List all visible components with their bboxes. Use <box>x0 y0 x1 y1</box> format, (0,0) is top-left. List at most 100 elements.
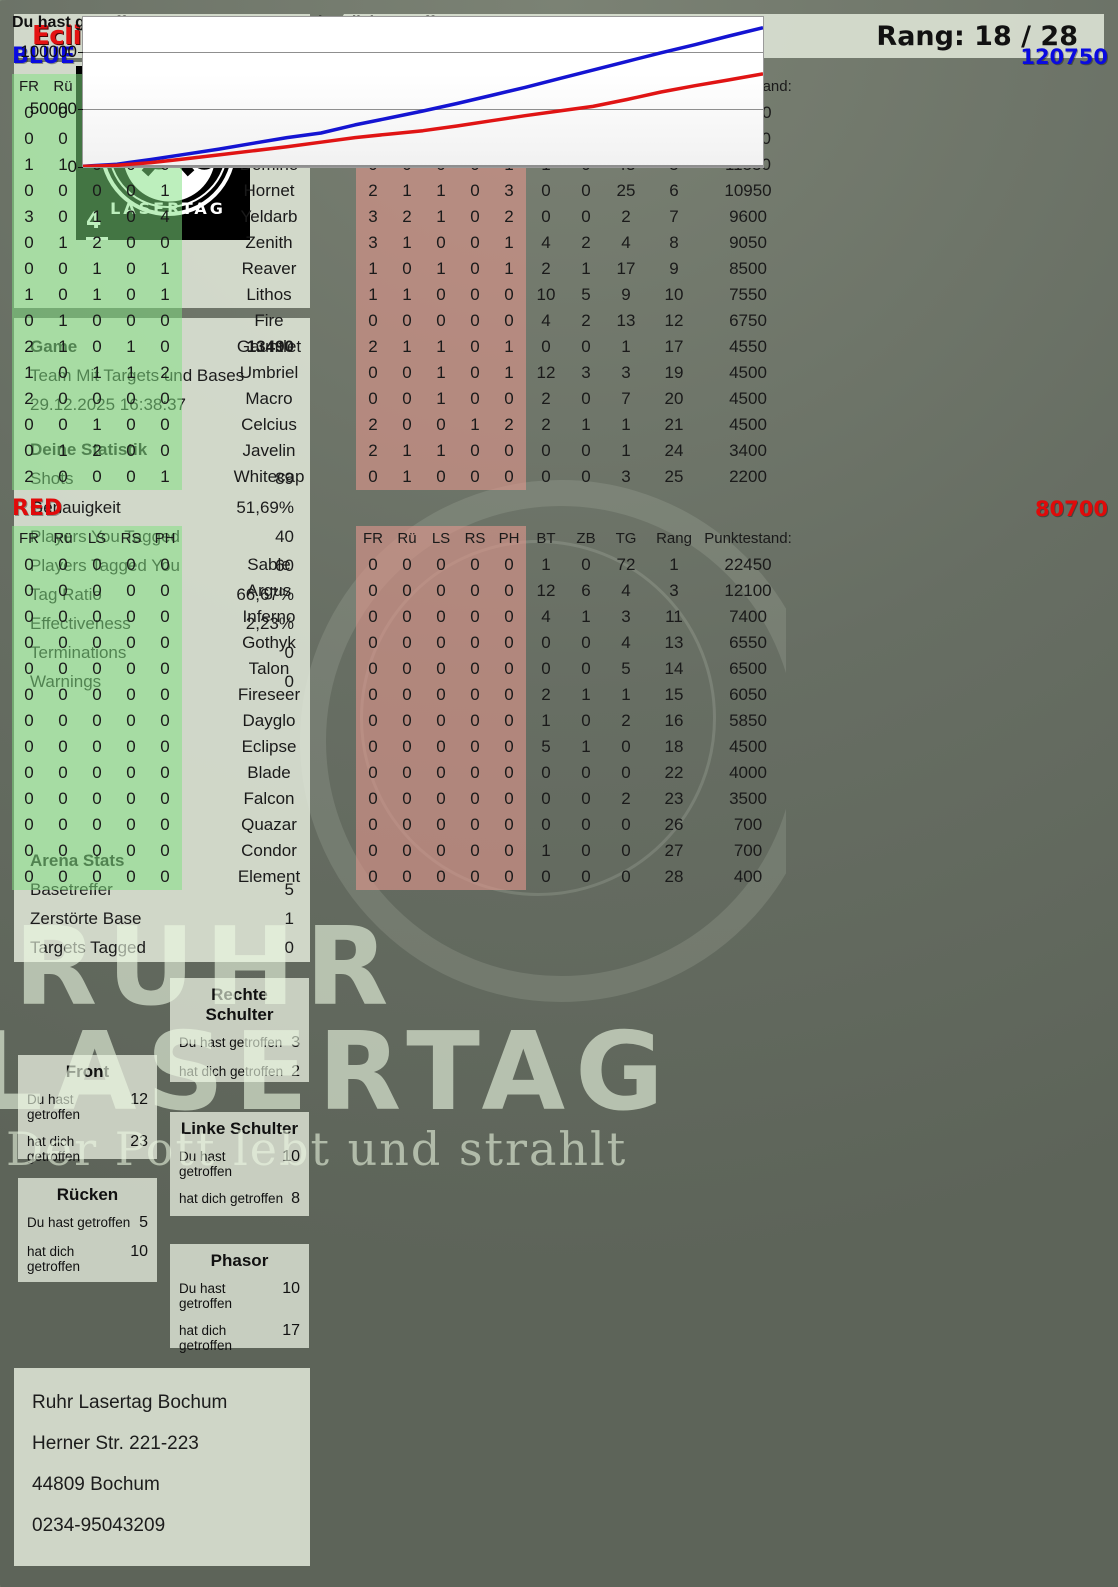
cell-hit-you: 2 <box>356 412 390 438</box>
cell-tg: 17 <box>616 259 636 278</box>
col-header: PH <box>148 526 182 552</box>
cell-zb: 0 <box>581 789 591 808</box>
cell-tg: 0 <box>621 867 631 886</box>
table-row: 2 0 0 0 0 Macro 0 0 1 0 0 2 0 7 20 4500 <box>12 386 798 412</box>
stat-row: Genauigkeit 51,69% <box>30 493 294 522</box>
cell-hit-you: 0 <box>458 282 492 308</box>
cell-hit-you: 0 <box>390 412 424 438</box>
cell-hit-you: 0 <box>458 708 492 734</box>
cell-you-hit: 0 <box>114 578 148 604</box>
table-row: 0 0 0 0 0 Eclipse 0 0 0 0 0 5 1 0 18 4500 <box>12 734 798 760</box>
cell-player-name: Lithos <box>246 285 292 304</box>
hitbox-front: Front Du hast getroffen 12 hat dich getroff… <box>18 1055 157 1164</box>
cell-hit-you: 0 <box>492 812 526 838</box>
cell-score: 400 <box>733 867 763 886</box>
cell-hit-you: 0 <box>424 552 458 578</box>
cell-you-hit: 0 <box>148 786 182 812</box>
cell-you-hit: 0 <box>148 656 182 682</box>
cell-hit-you: 0 <box>424 282 458 308</box>
col-header: FR <box>356 526 390 552</box>
cell-zb: 0 <box>581 711 591 730</box>
cell-zb: 2 <box>581 311 591 330</box>
cell-bt: 0 <box>541 467 551 486</box>
cell-player-name: Gothyk <box>242 633 296 652</box>
hitbox-line-label: Du hast getroffen <box>179 1281 233 1311</box>
cell-hit-you: 0 <box>492 578 526 604</box>
cell-rang: 7 <box>669 207 679 226</box>
cell-hit-you: 0 <box>492 734 526 760</box>
cell-you-hit: 3 <box>12 204 46 230</box>
cell-player-name: Element <box>237 867 301 886</box>
cell-you-hit: 1 <box>80 282 114 308</box>
hitbox-line-value: 10 <box>282 1280 300 1297</box>
cell-you-hit: 0 <box>80 760 114 786</box>
cell-you-hit: 0 <box>114 412 148 438</box>
cell-score: 5850 <box>729 711 767 730</box>
col-header: LS <box>80 526 114 552</box>
team-name: RED <box>12 496 63 521</box>
hitbox-line-label: hat dich getroffen <box>179 1323 233 1353</box>
cell-you-hit: 0 <box>12 630 46 656</box>
table-row: 0 0 0 0 0 Element 0 0 0 0 0 0 0 0 28 400 <box>12 864 798 890</box>
cell-zb: 0 <box>581 763 591 782</box>
cell-you-hit: 1 <box>148 256 182 282</box>
cell-hit-you: 0 <box>458 864 492 890</box>
cell-zb: 0 <box>581 815 591 834</box>
table-row: 0 0 0 0 0 Dayglo 0 0 0 0 0 1 0 2 16 5850 <box>12 708 798 734</box>
cell-player-name: Inferno <box>242 607 296 626</box>
cell-zb: 0 <box>581 467 591 486</box>
cell-you-hit: 0 <box>80 864 114 890</box>
cell-tg: 5 <box>621 659 631 678</box>
cell-you-hit: 0 <box>80 308 114 334</box>
game-id: 13490 <box>246 337 294 356</box>
rank-label: Rang: 18 / 28 <box>876 20 1078 52</box>
cell-hit-you: 0 <box>356 604 390 630</box>
cell-rang: 11 <box>665 607 683 626</box>
cell-bt: 4 <box>541 607 551 626</box>
cell-you-hit: 0 <box>148 386 182 412</box>
stat-row: Zerstörte Base 1 <box>30 904 294 933</box>
cell-you-hit: 1 <box>12 360 46 386</box>
cell-hit-you: 1 <box>356 282 390 308</box>
cell-bt: 0 <box>541 207 551 226</box>
cell-zb: 2 <box>581 233 591 252</box>
cell-you-hit: 0 <box>80 682 114 708</box>
cell-tg: 2 <box>621 789 631 808</box>
cell-score: 9050 <box>729 233 767 252</box>
cell-you-hit: 0 <box>12 708 46 734</box>
cell-hit-you: 0 <box>458 786 492 812</box>
cell-score: 4500 <box>729 363 767 382</box>
hitbox-line: hat dich getroffen 2 <box>170 1058 309 1087</box>
cell-you-hit: 0 <box>148 630 182 656</box>
stat-value: 5 <box>284 880 294 899</box>
cell-you-hit: 0 <box>12 682 46 708</box>
cell-zb: 1 <box>581 607 591 626</box>
cell-hit-you: 0 <box>390 552 424 578</box>
col-header: LS <box>424 526 458 552</box>
cell-rang: 28 <box>664 867 684 886</box>
cell-player-name: Macro <box>245 389 293 408</box>
cell-tg: 3 <box>621 467 631 486</box>
cell-hit-you: 0 <box>390 864 424 890</box>
cell-hit-you: 0 <box>458 464 492 490</box>
cell-you-hit: 0 <box>114 282 148 308</box>
cell-you-hit: 0 <box>114 178 148 204</box>
cell-score: 6750 <box>729 311 767 330</box>
cell-player-name: Yeldarb <box>240 207 298 226</box>
cell-hit-you: 0 <box>390 786 424 812</box>
cell-bt: 0 <box>541 789 551 808</box>
hitbox-line-value: 23 <box>130 1133 148 1150</box>
cell-player-name: Falcon <box>243 789 295 808</box>
cell-bt: 12 <box>536 363 556 382</box>
cell-hit-you: 0 <box>424 760 458 786</box>
cell-rang: 18 <box>664 737 684 756</box>
team-total: 120750 <box>1020 45 1108 69</box>
cell-hit-you: 2 <box>492 412 526 438</box>
cell-you-hit: 1 <box>46 438 80 464</box>
cell-rang: 17 <box>664 337 684 356</box>
cell-score: 7400 <box>729 607 767 626</box>
cell-hit-you: 0 <box>492 682 526 708</box>
cell-you-hit: 0 <box>80 552 114 578</box>
cell-rang: 26 <box>664 815 684 834</box>
